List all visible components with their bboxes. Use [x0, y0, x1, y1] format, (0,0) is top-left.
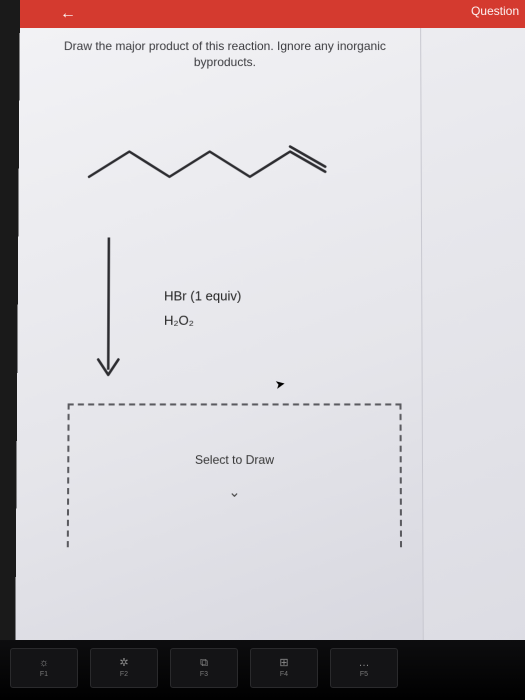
- key-f1[interactable]: ☼ F1: [10, 648, 78, 688]
- brightness-down-icon: ☼: [39, 658, 49, 669]
- content-area: Draw the major product of this reaction.…: [15, 28, 525, 652]
- launchpad-icon: ⊞: [279, 658, 288, 669]
- key-label: F1: [40, 671, 48, 678]
- key-label: F2: [120, 671, 128, 678]
- reactant-structure: [79, 127, 341, 208]
- chevron-down-icon[interactable]: ⌄: [228, 483, 240, 500]
- mission-control-icon: ⧉: [200, 658, 208, 669]
- key-label: F4: [280, 671, 288, 678]
- prompt-text: Draw the major product of this reaction.…: [55, 38, 396, 70]
- draw-area[interactable]: Select to Draw ⌄: [67, 404, 402, 548]
- screen: ← Question Draw the major product of thi…: [15, 0, 525, 652]
- double-bond: [290, 147, 325, 167]
- question-label: Question: [471, 4, 519, 18]
- key-label: F5: [360, 671, 368, 678]
- back-icon[interactable]: ←: [60, 6, 76, 22]
- key-f3[interactable]: ⧉ F3: [170, 648, 238, 688]
- reagents: HBr (1 equiv) H₂O₂: [164, 284, 241, 334]
- prompt-line1: Draw the major product of this reaction.…: [64, 39, 386, 53]
- reagent-line1: HBr (1 equiv): [164, 284, 241, 309]
- key-f2[interactable]: ✲ F2: [90, 648, 158, 688]
- reaction-arrow-group: HBr (1 equiv) H₂O₂: [48, 233, 402, 386]
- key-label: F3: [200, 671, 208, 678]
- carbon-chain: [89, 152, 325, 177]
- question-pane: Draw the major product of this reaction.…: [15, 28, 423, 652]
- keyboard: ☼ F1 ✲ F2 ⧉ F3 ⊞ F4 … F5: [0, 640, 525, 700]
- key-f4[interactable]: ⊞ F4: [250, 648, 318, 688]
- top-bar: ← Question: [20, 0, 525, 28]
- brightness-up-icon: ✲: [119, 658, 128, 669]
- prompt-line2: byproducts.: [194, 55, 256, 69]
- reagent-line2: H₂O₂: [164, 309, 241, 334]
- key-f5[interactable]: … F5: [330, 648, 398, 688]
- f5-icon: …: [359, 658, 370, 669]
- side-panel: [420, 28, 525, 652]
- reaction-arrow-icon: [83, 233, 134, 386]
- draw-label: Select to Draw: [195, 452, 274, 466]
